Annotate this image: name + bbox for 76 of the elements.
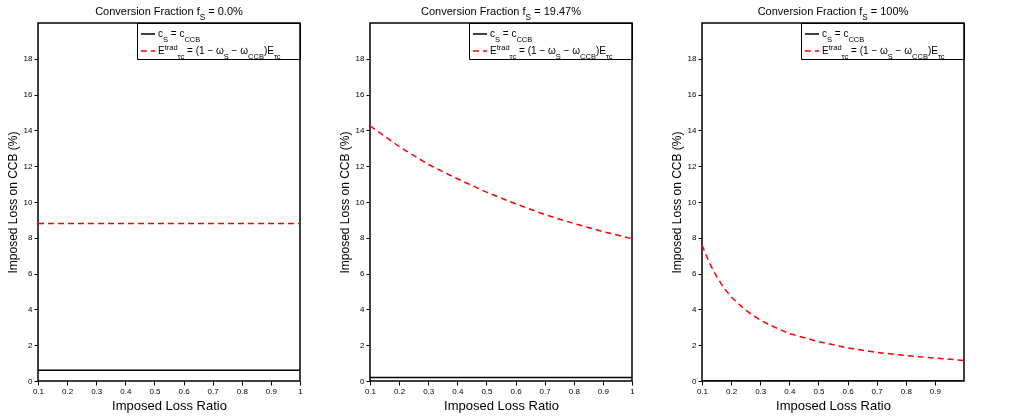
y-tick-label: 0	[692, 376, 698, 386]
y-tick-label: 4	[360, 304, 366, 314]
x-tick-label: 0.8	[236, 386, 249, 396]
y-tick-label: 2	[692, 340, 698, 350]
y-tick-label: 18	[687, 54, 698, 64]
y-tick-label: 12	[23, 161, 34, 171]
x-tick-label: 0.6	[178, 386, 191, 396]
x-tick-label: 0.1	[32, 386, 45, 396]
chart-title: Conversion Fraction f$_{S}$ = 19.47%	[421, 4, 582, 21]
y-tick-label: 2	[28, 340, 34, 350]
text: E$^{trad}$$_{τc}$ = (1 − ω$_{S}$ − ω$_{CCB}$)E$_{τc}$	[490, 42, 613, 61]
chart-title: Conversion Fraction f$_{S}$ = 0.0%	[95, 4, 244, 21]
y-tick-label: 10	[687, 197, 698, 207]
line-series	[370, 125, 632, 240]
y-tick-label: 10	[23, 197, 34, 207]
x-axis-title: Imposed Loss Ratio	[776, 397, 891, 413]
x-tick-label: 0.2	[726, 386, 738, 396]
y-tick-label: 6	[692, 269, 698, 279]
y-tick-label: 16	[687, 90, 698, 100]
y-tick-label: 18	[23, 54, 34, 64]
line-series	[702, 244, 964, 362]
y-tick-label: 14	[355, 125, 366, 135]
x-tick-label: 0.3	[423, 386, 435, 396]
y-tick-label: 12	[687, 161, 698, 171]
x-tick-label: 0.8	[568, 386, 581, 396]
x-tick-label: 0.6	[510, 386, 523, 396]
x-tick-label: 0.7	[871, 386, 884, 396]
y-tick-label: 10	[355, 197, 366, 207]
y-tick-label: 0	[28, 376, 34, 386]
x-tick-label: 0.5	[813, 386, 826, 396]
x-axis-title: Imposed Loss Ratio	[444, 397, 559, 413]
text: E$^{trad}$$_{τc}$ = (1 − ω$_{S}$ − ω$_{CCB}$)E$_{τc}$	[822, 42, 945, 61]
x-tick-label: 0.9	[265, 386, 278, 396]
y-tick-label: 16	[355, 90, 366, 100]
legend-label: c$_{S}$ = c$_{CCB}$	[158, 28, 201, 44]
y-axis-title: Imposed Loss on CCB (%)	[669, 131, 684, 274]
x-tick-label: 0.2	[394, 386, 406, 396]
y-tick-label: 14	[687, 125, 698, 135]
x-tick-label: 0.9	[929, 386, 942, 396]
x-tick-label: 0.2	[62, 386, 74, 396]
y-tick-label: 12	[355, 161, 366, 171]
x-tick-label: 0.3	[91, 386, 103, 396]
y-tick-label: 6	[360, 269, 366, 279]
x-axis-title: Imposed Loss Ratio	[112, 397, 227, 413]
y-tick-label: 8	[692, 233, 698, 243]
legend-label: c$_{S}$ = c$_{CCB}$	[490, 28, 533, 44]
x-tick-label: 0.7	[539, 386, 552, 396]
x-tick-label: 1	[630, 386, 636, 396]
y-tick-label: 8	[360, 233, 366, 243]
y-tick-label: 18	[355, 54, 366, 64]
x-tick-label: 0.1	[696, 386, 709, 396]
x-tick-label: 0.5	[481, 386, 494, 396]
x-tick-label: 0.3	[755, 386, 767, 396]
y-tick-label: 16	[23, 90, 34, 100]
legend-label: c$_{S}$ = c$_{CCB}$	[822, 28, 865, 44]
y-tick-label: 4	[692, 304, 698, 314]
y-axis-title: Imposed Loss on CCB (%)	[5, 131, 20, 274]
y-tick-label: 2	[360, 340, 366, 350]
x-tick-label: 0.5	[149, 386, 162, 396]
x-tick-label: 1	[298, 386, 304, 396]
text: E$^{trad}$$_{τc}$ = (1 − ω$_{S}$ − ω$_{CCB}$)E$_{τc}$	[158, 42, 281, 61]
x-tick-label: 0.1	[364, 386, 377, 396]
y-tick-label: 0	[360, 376, 366, 386]
y-axis-title: Imposed Loss on CCB (%)	[337, 131, 352, 274]
x-tick-label: 0.9	[597, 386, 610, 396]
x-tick-label: 0.8	[900, 386, 913, 396]
y-tick-label: 8	[28, 233, 34, 243]
y-tick-label: 4	[28, 304, 34, 314]
x-tick-label: 0.7	[207, 386, 220, 396]
x-tick-label: 0.4	[120, 386, 132, 396]
x-tick-label: 0.4	[452, 386, 464, 396]
x-tick-label: 0.6	[842, 386, 855, 396]
y-tick-label: 14	[23, 125, 34, 135]
chart-title: Conversion Fraction f$_{S}$ = 100%	[757, 4, 909, 21]
y-tick-label: 6	[28, 269, 34, 279]
x-tick-label: 0.4	[784, 386, 796, 396]
